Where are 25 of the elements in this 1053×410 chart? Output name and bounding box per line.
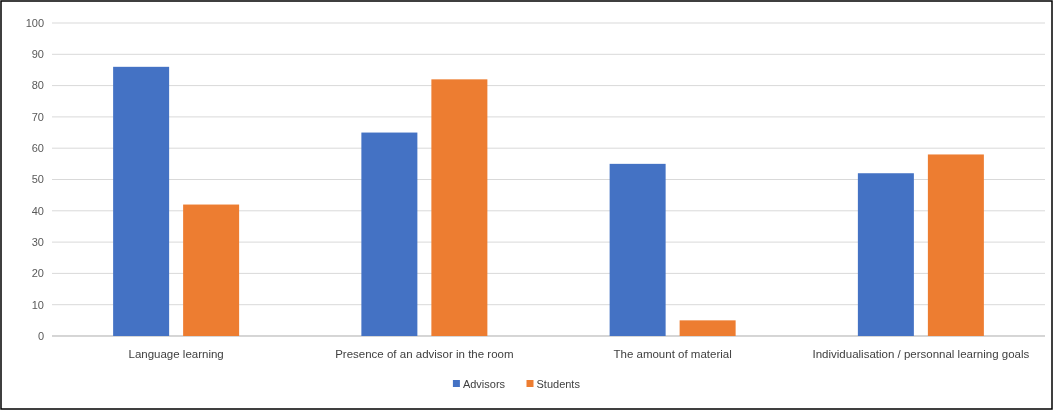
bar (431, 79, 488, 336)
legend-label: Advisors (462, 377, 506, 390)
x-tick-label: The amount of material (613, 348, 732, 360)
bar (857, 173, 914, 336)
y-tick-label: 60 (31, 142, 44, 155)
y-tick-label: 50 (31, 173, 44, 186)
y-tick-label: 20 (31, 267, 44, 280)
bar (183, 204, 240, 336)
y-tick-label: 100 (25, 16, 44, 29)
bar (609, 163, 666, 336)
y-tick-label: 40 (31, 204, 44, 217)
bar (927, 154, 984, 336)
y-tick-label: 70 (31, 110, 44, 123)
y-tick-label: 30 (31, 235, 44, 248)
y-tick-label: 10 (31, 298, 44, 311)
bar (361, 132, 418, 336)
bar (679, 320, 736, 336)
y-tick-label: 90 (31, 48, 44, 61)
y-tick-label: 0 (37, 329, 44, 342)
legend-label: Students (536, 377, 581, 390)
x-tick-label: Individualisation / personnal learning goals (812, 348, 1030, 360)
x-tick-label: Language learning (128, 348, 224, 360)
y-tick-label: 80 (31, 79, 44, 92)
x-tick-label: Presence of an advisor in the room (335, 348, 514, 360)
bar (113, 66, 170, 336)
